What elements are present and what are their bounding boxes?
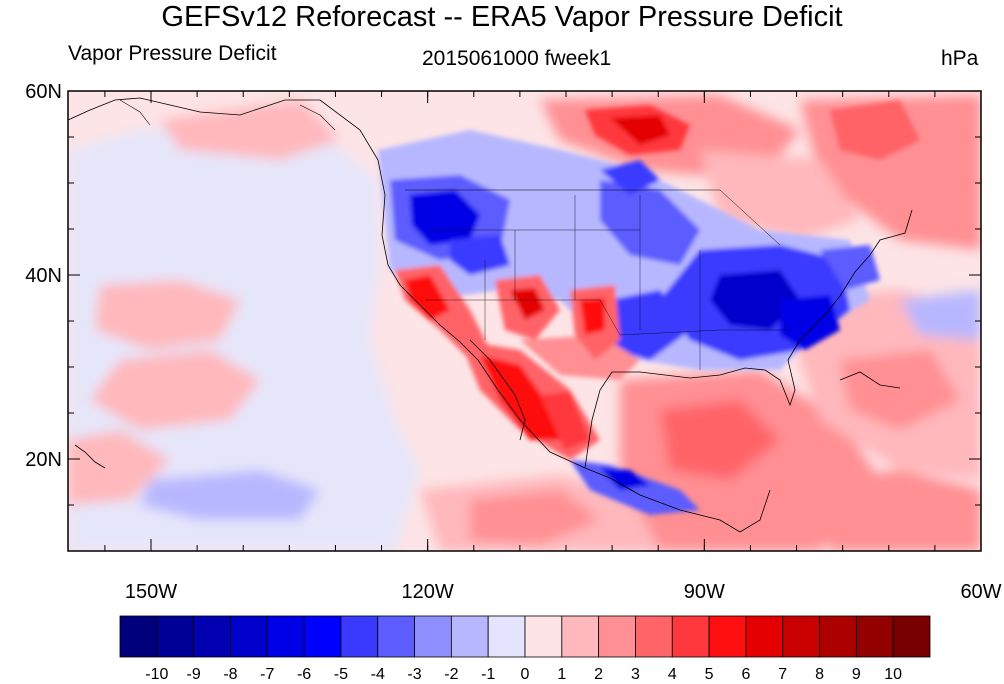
colorbar-level-label: 4	[668, 666, 677, 683]
units-label: hPa	[941, 47, 979, 70]
colorbar-level-label: -3	[407, 666, 421, 683]
colorbar-level-label: -6	[297, 666, 311, 683]
lat-tick-label: 20N	[25, 449, 62, 471]
colorbar-level-label: 5	[705, 666, 714, 683]
colorbar-level-label: -7	[260, 666, 274, 683]
map-title: GEFSv12 Reforecast -- ERA5 Vapor Pressur…	[161, 1, 843, 33]
colorbar-level-label: 7	[778, 666, 787, 683]
colorbar-swatch	[156, 615, 195, 658]
axis-ticks	[68, 90, 982, 552]
colorbar-swatch	[635, 615, 673, 658]
colorbar-level-label: 3	[631, 666, 640, 683]
colorbar-level-label: -5	[334, 666, 348, 683]
colorbar-level-label: 9	[852, 666, 861, 683]
ocean-anomalies	[68, 95, 981, 551]
colorbar-swatch	[487, 615, 526, 658]
colorbar-swatch	[708, 615, 747, 658]
lon-tick-label: 60W	[960, 581, 1001, 603]
colorbar: -10 -9 -8 -7 -6 -5 -4 -3 -2 -1 0 1 2 3 4 5 6 7 8 9 10	[119, 615, 931, 683]
colorbar-swatch	[598, 615, 636, 658]
colorbar-level-label: -9	[187, 666, 201, 683]
colorbar-swatch	[671, 615, 710, 658]
colorbar-swatch	[819, 615, 857, 658]
vpd-field	[68, 91, 981, 551]
colorbar-swatch	[340, 615, 379, 658]
colorbar-level-label: 6	[741, 666, 750, 683]
lat-tick-label: 40N	[25, 265, 62, 287]
colorbar-level-label: -1	[481, 666, 495, 683]
variable-label: Vapor Pressure Deficit	[68, 42, 277, 65]
colorbar-swatch	[450, 615, 489, 658]
colorbar-level-label: -10	[145, 666, 168, 683]
colorbar-level-label: -8	[223, 666, 237, 683]
colorbar-swatch	[561, 615, 600, 658]
lat-tick-label: 60N	[25, 81, 62, 103]
colorbar-level-label: 1	[557, 666, 566, 683]
date-label: 2015061000 fweek1	[422, 47, 612, 70]
colorbar-swatch	[892, 615, 931, 658]
lon-tick-label: 120W	[402, 581, 454, 603]
axis-labels: 150W 120W 90W 60W 20N 40N 60N	[25, 81, 1001, 603]
colorbar-level-label: 2	[594, 666, 603, 683]
colorbar-level-label: 0	[521, 666, 530, 683]
colorbar-swatch	[303, 615, 342, 658]
coastlines	[68, 97, 913, 533]
colorbar-swatch	[377, 615, 415, 658]
colorbar-swatch	[193, 615, 231, 658]
colorbar-swatch	[855, 615, 894, 658]
colorbar-swatch	[414, 615, 452, 658]
colorbar-swatch	[230, 615, 268, 658]
lon-tick-label: 90W	[684, 581, 725, 603]
colorbar-swatch	[119, 615, 158, 658]
colorbar-level-label: 8	[815, 666, 824, 683]
colorbar-swatch	[266, 615, 305, 658]
colorbar-level-label: -2	[444, 666, 458, 683]
colorbar-swatch	[524, 615, 563, 658]
lon-tick-label: 150W	[125, 581, 177, 603]
colorbar-swatch	[745, 615, 784, 658]
colorbar-swatch	[782, 615, 820, 658]
colorbar-level-label: -4	[371, 666, 385, 683]
colorbar-level-label: 10	[884, 666, 902, 683]
